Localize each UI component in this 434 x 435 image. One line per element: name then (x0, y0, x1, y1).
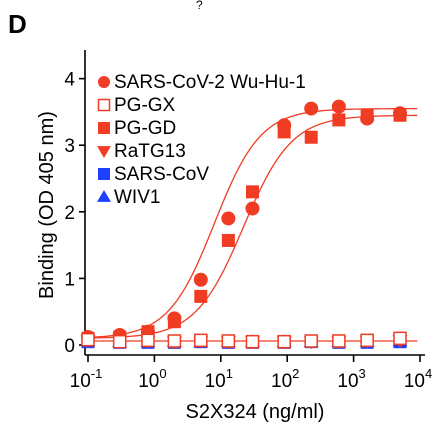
data-point (141, 333, 155, 348)
data-point (304, 101, 319, 116)
legend-label: WIV1 (114, 187, 160, 208)
data-point (360, 111, 375, 126)
data-point (245, 185, 259, 199)
x-tick-label: 100 (138, 366, 166, 392)
data-point (167, 311, 182, 326)
legend-marker (98, 122, 110, 134)
data-point (360, 333, 374, 348)
x-axis-label: S2X324 (ng/ml) (186, 401, 325, 423)
y-tick-label: 4 (64, 70, 75, 91)
data-point (167, 334, 182, 348)
y-tick-label: 0 (64, 336, 75, 357)
data-point (332, 113, 346, 127)
legend-marker (97, 98, 111, 112)
x-ticks: 10-1 100 101 102 103 104 (70, 355, 432, 392)
x-tick-label: 103 (337, 366, 365, 392)
legend-label: SARS-CoV-2 Wu-Hu-1 (114, 72, 306, 93)
data-point (112, 334, 127, 349)
x-tick-label: 102 (271, 366, 299, 392)
legend-label: RaTG13 (114, 141, 186, 162)
data-point (331, 99, 346, 114)
legend-marker (98, 168, 110, 180)
x-tick-label: 104 (404, 366, 432, 392)
x-tick-label: 101 (205, 366, 233, 392)
panel-label: D (8, 9, 27, 39)
top-fragment: ? (196, 0, 203, 12)
data-points (80, 99, 408, 350)
x-tick-label: 10-1 (70, 366, 103, 392)
legend-marker (97, 146, 111, 159)
data-point (221, 233, 235, 247)
data-point (194, 289, 208, 303)
y-tick-label: 2 (64, 203, 75, 224)
y-tick-label: 1 (64, 269, 75, 290)
data-point (332, 334, 346, 348)
data-point (245, 334, 260, 349)
data-point (304, 334, 318, 348)
data-point (245, 201, 260, 216)
legend-marker (98, 76, 110, 88)
legend: SARS-CoV-2 Wu-Hu-1PG-GXPG-GDRaTG13SARS-C… (97, 72, 306, 208)
y-ticks: 0 1 2 3 4 (64, 70, 85, 357)
y-tick-label: 3 (64, 136, 75, 157)
y-axis-label: Binding (OD 405 nm) (36, 111, 58, 299)
data-point (393, 331, 407, 346)
data-point (221, 334, 236, 348)
legend-label: PG-GD (114, 118, 176, 139)
data-point (277, 334, 291, 349)
data-point (304, 130, 318, 144)
data-point (193, 272, 208, 287)
legend-label: SARS-CoV (114, 164, 209, 185)
legend-marker (97, 189, 111, 202)
legend-label: PG-GX (114, 95, 176, 116)
axes (84, 50, 425, 356)
data-point (221, 211, 236, 226)
data-point (393, 106, 408, 121)
data-point (81, 332, 95, 347)
data-point (194, 333, 208, 348)
data-point (277, 118, 292, 133)
